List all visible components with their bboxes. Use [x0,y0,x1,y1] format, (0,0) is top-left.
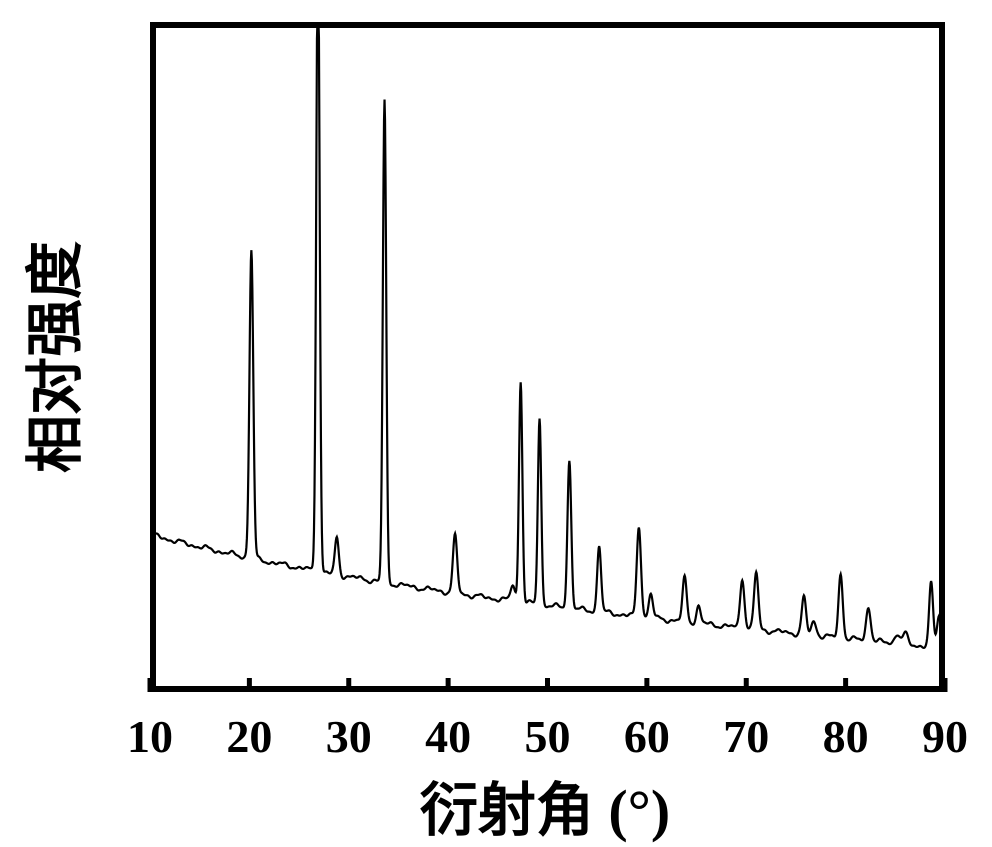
x-tick-label: 80 [823,710,869,763]
xrd-curve [150,22,945,649]
x-tick-label: 30 [326,710,372,763]
xrd-chart-figure: 相对强度 衍射角 (°) 102030405060708090 [0,0,992,838]
y-axis-label: 相对强度 [8,241,92,473]
x-tick-label: 70 [723,710,769,763]
x-tick-label: 90 [922,710,968,763]
x-tick-label: 10 [127,710,173,763]
x-axis-label: 衍射角 (°) [420,763,670,847]
x-tick-label: 20 [226,710,272,763]
x-tick-label: 50 [525,710,571,763]
x-tick-label: 40 [425,710,471,763]
x-tick-label: 60 [624,710,670,763]
